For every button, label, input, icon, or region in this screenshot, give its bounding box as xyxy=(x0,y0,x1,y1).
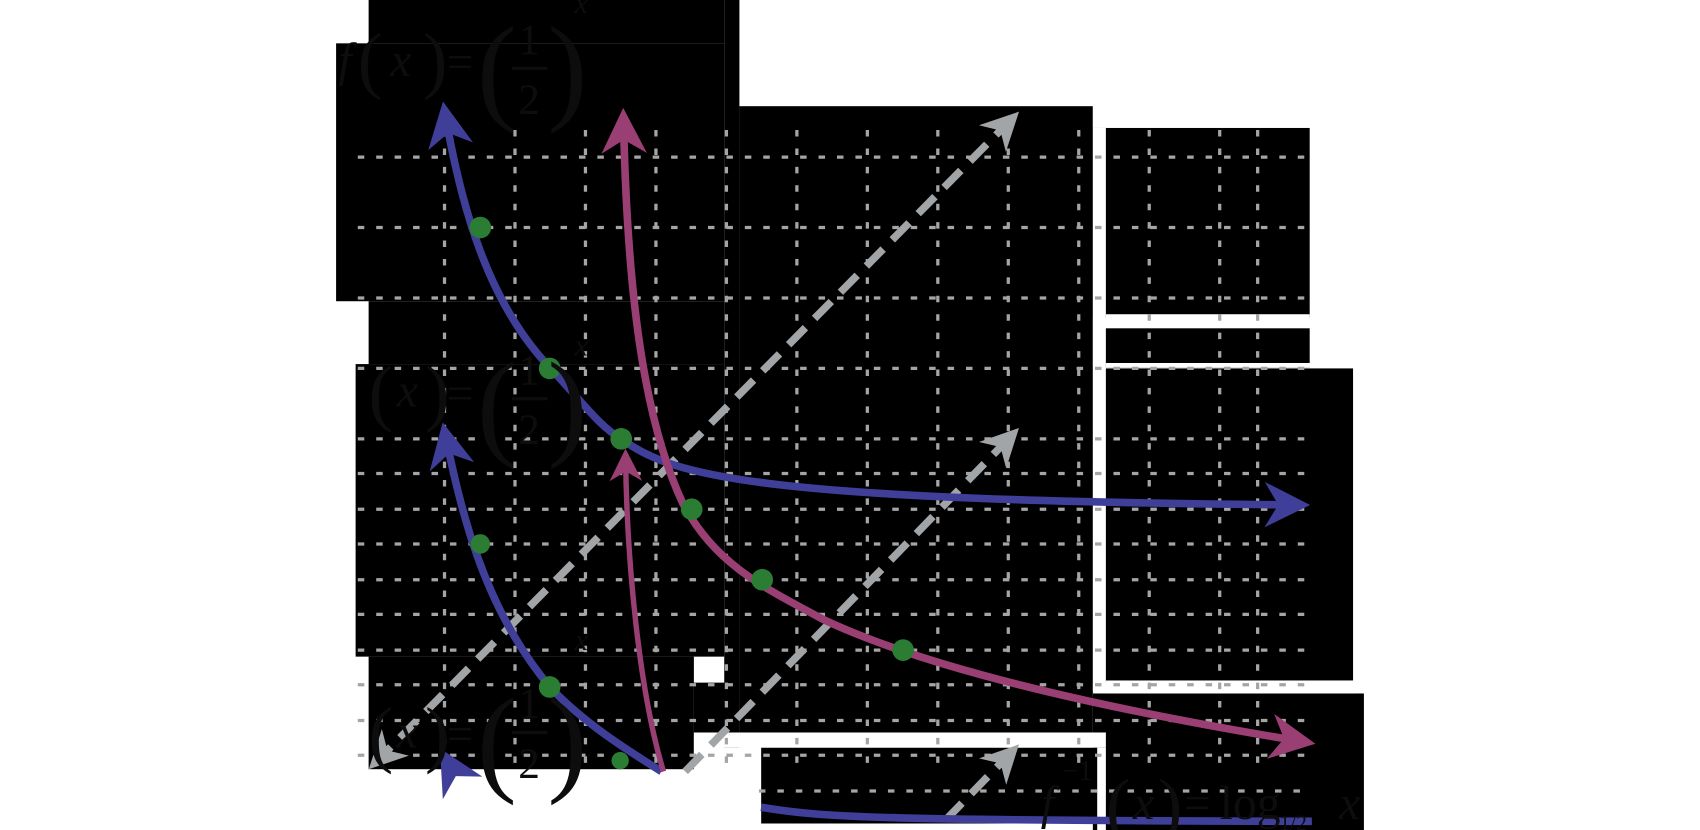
svg-text:(: ( xyxy=(369,693,394,775)
svg-text:): ) xyxy=(425,351,450,433)
svg-text:x: x xyxy=(396,707,418,759)
svg-text:(: ( xyxy=(477,2,517,134)
svg-text:x: x xyxy=(1338,778,1360,830)
svg-text:x: x xyxy=(389,35,411,87)
svg-text:): ) xyxy=(548,2,588,134)
svg-text:): ) xyxy=(423,19,448,101)
svg-text:=: = xyxy=(447,37,474,89)
svg-text:x: x xyxy=(396,365,418,417)
svg-text:x: x xyxy=(574,328,589,362)
data-points xyxy=(469,216,914,770)
svg-text:=: = xyxy=(447,709,474,761)
svg-text:(: ( xyxy=(1106,764,1131,830)
label-f-low: ( x ) = ( 1 2 ) x xyxy=(369,623,589,806)
svg-text:2: 2 xyxy=(518,406,540,454)
svg-text:(: ( xyxy=(358,19,383,101)
svg-text:): ) xyxy=(1158,764,1183,830)
svg-text:(: ( xyxy=(477,338,517,470)
svg-text:1/2: 1/2 xyxy=(1279,811,1307,830)
svg-text:x: x xyxy=(1132,778,1154,830)
label-f-mid: ( x ) = ( 1 2 ) x xyxy=(369,328,589,470)
svg-text:): ) xyxy=(548,338,588,470)
svg-text:1: 1 xyxy=(518,347,540,395)
svg-text:(: ( xyxy=(477,674,517,806)
svg-text:log: log xyxy=(1220,778,1281,830)
svg-text:1: 1 xyxy=(518,679,540,727)
svg-text:=: = xyxy=(447,369,474,421)
svg-text:1: 1 xyxy=(518,16,540,64)
svg-text:−1: −1 xyxy=(1062,756,1092,787)
svg-text:): ) xyxy=(425,693,450,775)
label-f-inverse: f −1 ( x ) = log 1/2 x xyxy=(1041,756,1360,830)
svg-text:x: x xyxy=(574,623,589,657)
svg-text:2: 2 xyxy=(518,76,540,124)
svg-text:): ) xyxy=(548,674,588,806)
svg-text:x: x xyxy=(574,0,589,20)
label-f-top: f ( x ) = ( 1 2 ) x xyxy=(338,0,588,134)
svg-text:(: ( xyxy=(369,351,394,433)
svg-text:2: 2 xyxy=(518,740,540,788)
svg-text:=: = xyxy=(1184,778,1211,830)
